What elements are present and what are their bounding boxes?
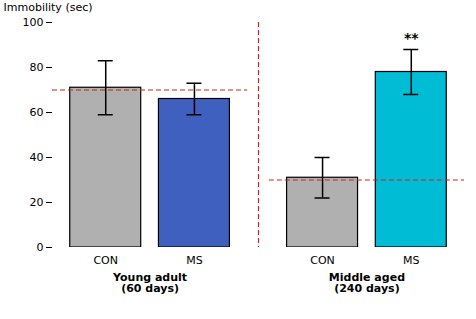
svg-text:**: ** [404, 30, 419, 46]
svg-text:MS: MS [186, 254, 202, 267]
svg-text:MS: MS [403, 254, 419, 267]
svg-text:20: 20 [30, 196, 44, 209]
svg-text:CON: CON [93, 254, 118, 267]
svg-text:CON: CON [310, 254, 335, 267]
svg-text:80: 80 [30, 61, 44, 74]
svg-text:0: 0 [37, 241, 44, 254]
svg-text:100: 100 [23, 16, 44, 29]
svg-text:40: 40 [30, 151, 44, 164]
svg-text:60: 60 [30, 106, 44, 119]
svg-text:Young adult(60 days): Young adult(60 days) [112, 271, 187, 295]
svg-text:Middle aged(240 days): Middle aged(240 days) [329, 271, 405, 295]
svg-text:Immobility (sec): Immobility (sec) [4, 1, 93, 14]
